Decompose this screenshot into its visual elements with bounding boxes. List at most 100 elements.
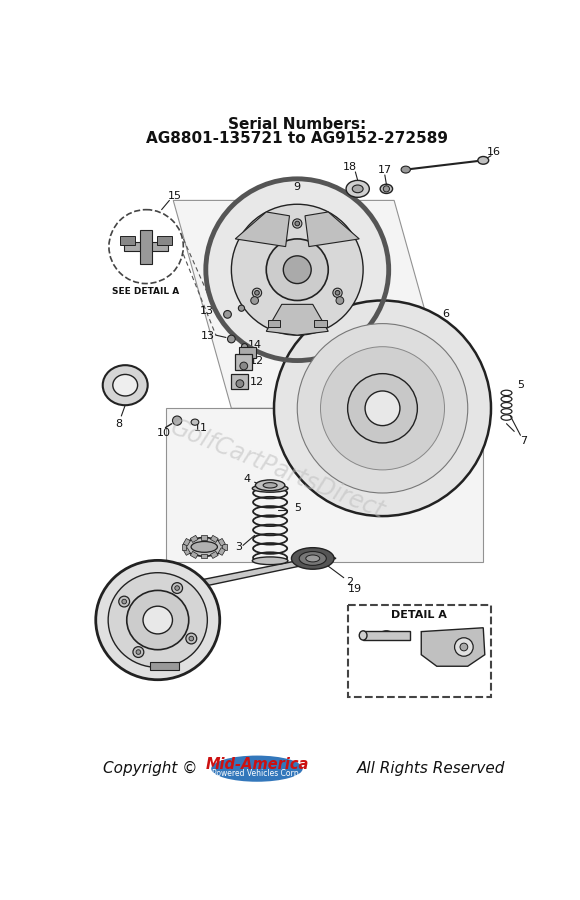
Bar bbox=[150, 662, 179, 670]
Ellipse shape bbox=[252, 484, 288, 492]
Circle shape bbox=[224, 310, 231, 319]
Ellipse shape bbox=[263, 482, 277, 488]
Ellipse shape bbox=[346, 180, 369, 197]
Ellipse shape bbox=[113, 374, 137, 396]
Ellipse shape bbox=[347, 374, 418, 443]
Circle shape bbox=[172, 582, 183, 593]
Text: 19: 19 bbox=[349, 584, 362, 594]
Circle shape bbox=[295, 221, 300, 226]
Text: 13: 13 bbox=[200, 331, 215, 341]
Ellipse shape bbox=[297, 324, 467, 493]
Bar bbox=[125, 242, 168, 251]
Text: 3: 3 bbox=[235, 542, 242, 552]
Circle shape bbox=[252, 288, 262, 297]
Text: 1: 1 bbox=[194, 635, 202, 646]
Circle shape bbox=[283, 256, 311, 284]
Bar bbox=[190, 552, 198, 558]
Circle shape bbox=[335, 291, 340, 295]
Text: 12: 12 bbox=[250, 377, 264, 387]
Bar bbox=[183, 538, 190, 546]
Text: 5: 5 bbox=[293, 503, 301, 513]
Ellipse shape bbox=[143, 607, 172, 634]
Ellipse shape bbox=[365, 391, 400, 426]
Text: 6: 6 bbox=[443, 310, 450, 320]
Ellipse shape bbox=[108, 572, 208, 668]
Bar bbox=[183, 548, 190, 555]
Text: SEE DETAIL A: SEE DETAIL A bbox=[113, 287, 180, 296]
Circle shape bbox=[227, 335, 235, 343]
Text: 15: 15 bbox=[168, 191, 182, 201]
Text: All Rights Reserved: All Rights Reserved bbox=[357, 761, 505, 776]
Text: 8: 8 bbox=[115, 418, 122, 428]
Text: 14: 14 bbox=[242, 300, 256, 310]
Circle shape bbox=[241, 344, 248, 350]
Bar bbox=[231, 374, 248, 389]
Bar bbox=[140, 230, 153, 264]
Circle shape bbox=[172, 416, 182, 425]
Bar bbox=[314, 320, 327, 328]
Circle shape bbox=[333, 288, 342, 297]
Ellipse shape bbox=[401, 166, 411, 173]
Ellipse shape bbox=[127, 590, 188, 650]
Circle shape bbox=[255, 291, 259, 295]
Polygon shape bbox=[135, 554, 336, 598]
Bar bbox=[211, 536, 218, 543]
Polygon shape bbox=[305, 212, 359, 247]
Text: 4: 4 bbox=[244, 474, 251, 484]
Polygon shape bbox=[235, 212, 289, 247]
Circle shape bbox=[109, 210, 183, 284]
Circle shape bbox=[186, 633, 197, 643]
Circle shape bbox=[292, 219, 302, 228]
Ellipse shape bbox=[478, 157, 489, 164]
Polygon shape bbox=[266, 304, 328, 335]
Ellipse shape bbox=[274, 301, 491, 516]
Bar bbox=[201, 536, 208, 540]
Circle shape bbox=[133, 647, 144, 657]
Text: Powered Vehicles Corp.: Powered Vehicles Corp. bbox=[212, 769, 302, 778]
Circle shape bbox=[460, 644, 467, 651]
Text: Copyright ©: Copyright © bbox=[103, 761, 197, 776]
Ellipse shape bbox=[184, 537, 224, 556]
Text: 18: 18 bbox=[343, 162, 357, 172]
Text: 14: 14 bbox=[248, 340, 262, 350]
Circle shape bbox=[119, 596, 129, 607]
Ellipse shape bbox=[380, 184, 393, 194]
Ellipse shape bbox=[352, 185, 363, 193]
Circle shape bbox=[251, 297, 259, 304]
Text: 20: 20 bbox=[158, 671, 173, 681]
Text: 2: 2 bbox=[346, 577, 354, 587]
Text: 5: 5 bbox=[517, 380, 524, 391]
Circle shape bbox=[122, 599, 126, 604]
Text: 16: 16 bbox=[487, 147, 501, 157]
Bar bbox=[235, 355, 252, 370]
Bar bbox=[190, 536, 198, 543]
Text: DETAIL A: DETAIL A bbox=[392, 610, 447, 620]
Circle shape bbox=[238, 305, 245, 311]
Circle shape bbox=[206, 179, 389, 361]
Ellipse shape bbox=[211, 756, 303, 782]
Circle shape bbox=[266, 238, 328, 301]
Text: GolfCartPartsDirect: GolfCartPartsDirect bbox=[167, 416, 389, 524]
Ellipse shape bbox=[379, 631, 393, 640]
Bar bbox=[363, 631, 409, 640]
Text: 17: 17 bbox=[378, 165, 392, 175]
Ellipse shape bbox=[321, 346, 444, 470]
Bar bbox=[120, 236, 135, 245]
Circle shape bbox=[189, 636, 194, 641]
Ellipse shape bbox=[96, 561, 220, 680]
Text: 9: 9 bbox=[293, 183, 301, 193]
Text: 11: 11 bbox=[193, 423, 208, 433]
Circle shape bbox=[336, 297, 344, 304]
Circle shape bbox=[236, 380, 244, 388]
Ellipse shape bbox=[299, 552, 327, 565]
Text: Serial Numbers:: Serial Numbers: bbox=[228, 117, 367, 132]
Bar bbox=[218, 548, 225, 555]
Text: AG8801-135721 to AG9152-272589: AG8801-135721 to AG9152-272589 bbox=[146, 131, 448, 147]
Bar bbox=[222, 544, 227, 550]
Circle shape bbox=[136, 650, 141, 654]
Bar bbox=[239, 346, 256, 358]
Bar bbox=[268, 320, 280, 328]
Ellipse shape bbox=[306, 555, 320, 562]
Bar bbox=[347, 605, 491, 698]
Circle shape bbox=[231, 204, 363, 335]
